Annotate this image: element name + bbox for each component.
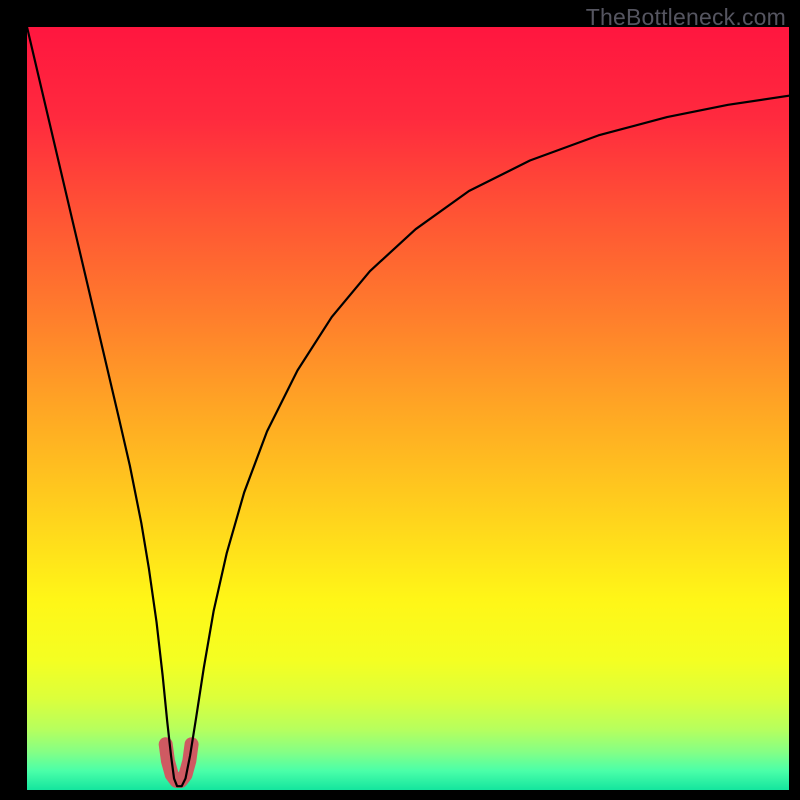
watermark-text: TheBottleneck.com bbox=[586, 4, 786, 31]
chart-canvas: TheBottleneck.com bbox=[0, 0, 800, 800]
chart-svg bbox=[0, 0, 800, 800]
